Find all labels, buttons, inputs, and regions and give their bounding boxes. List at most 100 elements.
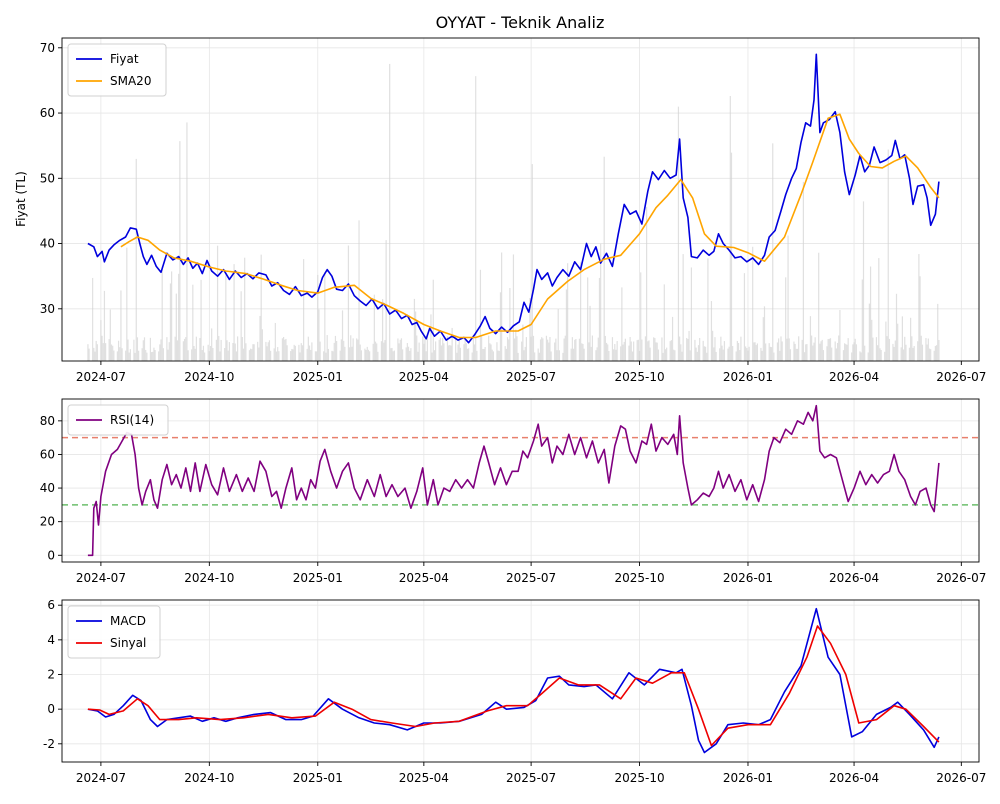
y-tick-label: 40 <box>40 481 55 495</box>
legend-box <box>67 404 169 436</box>
volume-bar <box>397 338 399 361</box>
volume-bar <box>248 350 251 361</box>
volume-bar <box>290 351 292 361</box>
volume-bar <box>141 348 143 361</box>
volume-bar <box>325 352 327 361</box>
rsi-axes-frame <box>61 398 980 563</box>
volume-bar <box>911 336 913 361</box>
volume-bar <box>398 343 400 361</box>
series-line-sinyal <box>87 625 940 747</box>
volume-bar <box>391 347 393 361</box>
volume-bar <box>218 335 220 361</box>
volume-bar <box>359 344 361 361</box>
volume-bar <box>225 275 227 361</box>
volume-bar <box>629 337 631 361</box>
volume-bar <box>261 329 263 361</box>
y-tick-label: 60 <box>40 106 55 120</box>
volume-bar <box>251 349 253 361</box>
volume-bar <box>714 337 716 361</box>
volume-bar <box>146 352 148 361</box>
volume-bar <box>466 348 469 361</box>
volume-bar <box>778 338 780 361</box>
volume-bar <box>780 336 782 361</box>
volume-bar <box>798 336 800 361</box>
volume-bar <box>167 349 169 361</box>
volume-bar <box>365 349 367 361</box>
volume-bar <box>886 336 888 361</box>
volume-bar <box>855 344 858 361</box>
x-tick-label: 2026-04 <box>829 771 879 785</box>
x-tick-label: 2025-07 <box>506 370 556 384</box>
volume-bar <box>125 350 127 361</box>
volume-bar <box>894 340 896 361</box>
volume-bar <box>564 335 566 361</box>
y-tick-label: -2 <box>43 737 55 751</box>
volume-bar <box>366 346 368 361</box>
volume-bar <box>185 337 187 361</box>
volume-bar <box>670 340 672 361</box>
price-legend: Fiyat SMA20 <box>67 43 167 97</box>
volume-bar <box>558 350 560 361</box>
volume-bar <box>847 338 849 361</box>
x-tick-label: 2025-01 <box>293 771 343 785</box>
volume-bar <box>811 335 813 361</box>
volume-bar <box>451 327 453 361</box>
volume-bar <box>829 338 832 361</box>
volume-bar <box>895 293 898 361</box>
volume-bar <box>208 351 210 361</box>
rsi-legend: RSI(14) <box>67 404 169 436</box>
volume-bar <box>169 283 172 361</box>
x-tick-label: 2025-04 <box>399 571 449 585</box>
volume-bar <box>87 344 89 361</box>
volume-bar <box>827 339 829 361</box>
x-tick-label: 2024-07 <box>76 571 126 585</box>
volume-bar <box>476 350 478 361</box>
volume-bar <box>351 346 353 361</box>
volume-bar <box>187 350 189 361</box>
volume-bar <box>680 344 682 361</box>
volume-bar <box>550 351 552 361</box>
y-tick-label: 80 <box>40 414 55 428</box>
volume-bar <box>113 350 115 361</box>
volume-bar <box>334 335 337 361</box>
volume-bar <box>694 339 696 361</box>
volume-bar <box>880 350 882 361</box>
volume-bar <box>671 316 674 361</box>
volume-bar <box>499 292 502 361</box>
x-tick-label: 2026-07 <box>936 771 986 785</box>
volume-bar <box>268 340 271 361</box>
volume-bar <box>443 343 445 361</box>
volume-bar <box>344 346 346 361</box>
volume-bar <box>410 348 412 361</box>
volume-bar <box>178 273 180 361</box>
volume-bar <box>422 336 424 361</box>
x-tick-label: 2025-07 <box>506 771 556 785</box>
volume-bar <box>358 220 360 361</box>
volume-bar <box>616 341 618 361</box>
volume-bar <box>413 298 416 361</box>
volume-bar <box>861 279 863 361</box>
volume-bar <box>760 347 762 361</box>
volume-bar <box>392 351 394 361</box>
volume-bar <box>878 258 880 361</box>
volume-bar <box>433 350 436 361</box>
volume-bar <box>88 348 90 361</box>
volume-bar <box>374 341 377 361</box>
volume-bar <box>673 349 675 361</box>
volume-bar <box>664 349 667 361</box>
volume-bar <box>904 336 906 361</box>
volume-bar <box>117 340 120 361</box>
volume-bar <box>414 311 417 361</box>
volume-bar <box>458 339 460 361</box>
legend-label: Fiyat <box>110 52 139 66</box>
volume-bar <box>301 345 304 361</box>
volume-bar <box>465 343 467 361</box>
volume-bar <box>407 346 410 361</box>
volume-bar <box>620 346 622 361</box>
volume-bar <box>812 345 814 361</box>
volume-bar <box>872 337 874 361</box>
volume-bar <box>373 294 375 361</box>
volume-bar <box>532 335 535 361</box>
volume-bar <box>930 349 932 361</box>
volume-bar <box>311 342 313 361</box>
